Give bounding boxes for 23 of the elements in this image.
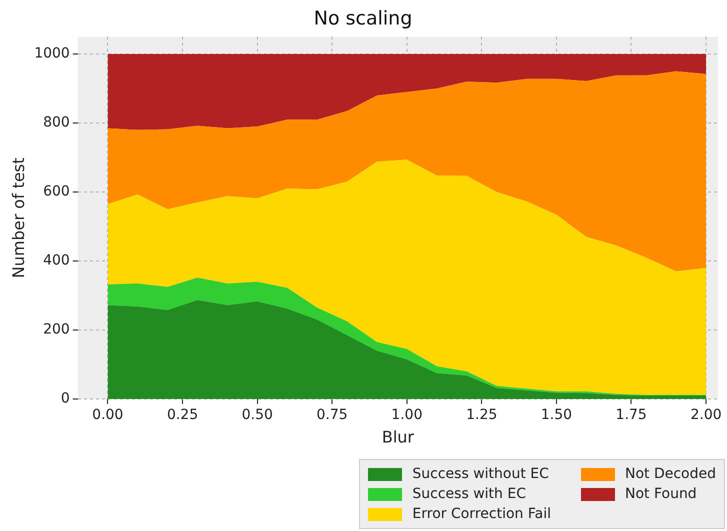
y-tick-label: 600 bbox=[43, 184, 70, 200]
y-tick-label: 800 bbox=[43, 114, 70, 131]
legend-label: Not Decoded bbox=[624, 466, 716, 482]
x-tick-label: 2.00 bbox=[690, 407, 722, 424]
x-axis-title: Blur bbox=[382, 428, 414, 447]
y-tick-label: 1000 bbox=[34, 46, 70, 62]
x-tick-label: 1.00 bbox=[391, 407, 422, 424]
y-axis-title: Number of test bbox=[8, 158, 28, 278]
x-tick-label: 1.25 bbox=[466, 407, 498, 424]
legend-label: Error Correction Fail bbox=[412, 506, 551, 522]
legend-label: Not Found bbox=[624, 486, 697, 502]
x-tick-label: 1.50 bbox=[540, 407, 572, 424]
x-tick-label: 0.75 bbox=[316, 407, 348, 424]
x-tick-label: 1.75 bbox=[616, 407, 647, 424]
x-tick-label: 0.25 bbox=[166, 407, 198, 424]
legend-label: Success with EC bbox=[412, 486, 526, 502]
x-tick-label: 0.00 bbox=[92, 407, 124, 424]
chart-title: No scaling bbox=[314, 7, 412, 30]
x-tick-label: 0.50 bbox=[242, 407, 273, 424]
legend-label: Success without EC bbox=[412, 466, 549, 482]
y-tick-label: 0 bbox=[60, 390, 70, 407]
y-tick-label: 200 bbox=[43, 322, 70, 338]
y-tick-label: 400 bbox=[43, 252, 70, 269]
